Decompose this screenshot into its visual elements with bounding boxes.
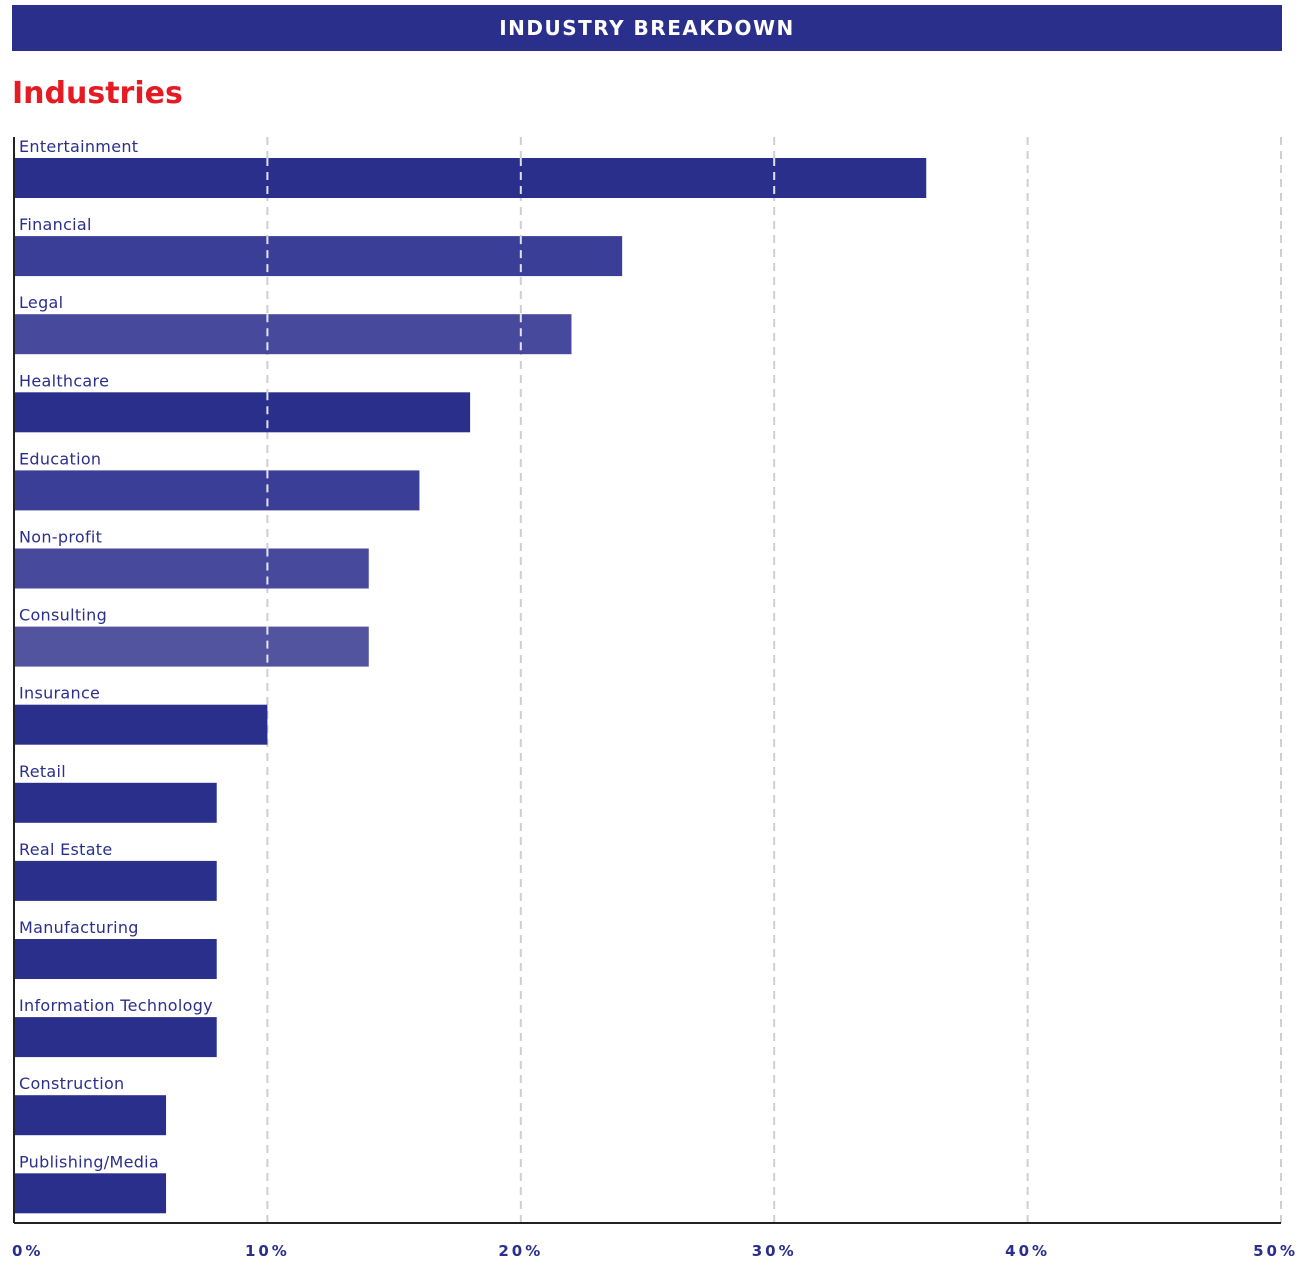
header-banner: INDUSTRY BREAKDOWN (12, 5, 1282, 51)
bar (14, 626, 369, 667)
bar (14, 1173, 167, 1214)
x-tick-label: 30% (752, 1242, 797, 1260)
banner-text: INDUSTRY BREAKDOWN (499, 16, 795, 40)
bar (14, 470, 420, 511)
bar (14, 158, 927, 198)
category-label: Publishing/Media (19, 1152, 159, 1171)
x-tick-label: 40% (1005, 1242, 1050, 1260)
bar (14, 236, 623, 277)
category-label: Financial (19, 215, 92, 234)
bar (14, 939, 217, 979)
x-tick-label: 10% (245, 1242, 290, 1260)
bar (14, 314, 572, 355)
category-label: Entertainment (19, 137, 138, 156)
bar (14, 1017, 217, 1058)
bar (14, 392, 471, 433)
category-label: Consulting (19, 606, 107, 625)
grid-lines (266, 137, 1282, 1223)
category-label: Construction (19, 1074, 124, 1093)
chart-title: Industries (12, 76, 183, 111)
category-label: Insurance (19, 684, 100, 703)
category-label: Manufacturing (19, 918, 139, 937)
bar (14, 1095, 167, 1136)
x-tick-label: 50% (1253, 1242, 1298, 1260)
bars (14, 158, 927, 1214)
category-label: Healthcare (19, 371, 109, 390)
category-label: Retail (19, 762, 66, 781)
category-labels: Entertainment Financial Legal Healthcare Edu… (19, 137, 213, 1171)
x-tick-label: 0% (12, 1242, 43, 1260)
category-label: Non-profit (19, 528, 102, 547)
category-label: Legal (19, 293, 63, 312)
category-label: Information Technology (19, 996, 213, 1015)
bar (14, 782, 217, 823)
category-label: Education (19, 449, 101, 468)
bar (14, 548, 369, 589)
axes (13, 137, 1281, 1224)
x-tick-label: 20% (498, 1242, 543, 1260)
bar (14, 704, 268, 745)
tick-labels: 0% 10% 20% 30% 40% 50% (12, 1242, 1298, 1260)
category-label: Real Estate (19, 840, 113, 859)
bar (14, 860, 217, 901)
